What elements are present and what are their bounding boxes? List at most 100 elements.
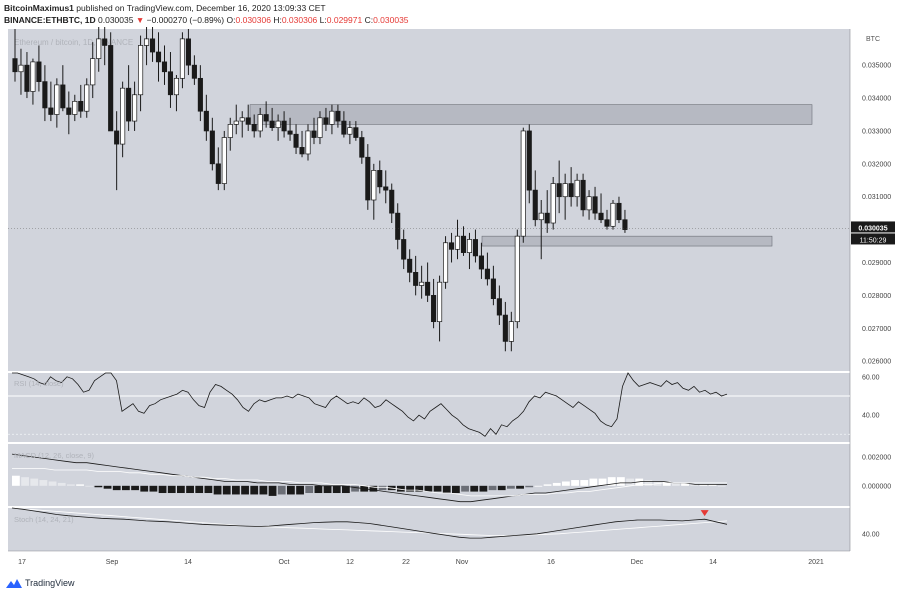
published-text: published on TradingView.com, December 1… bbox=[76, 3, 326, 13]
macd-histogram-bar bbox=[94, 485, 103, 488]
rsi-tick-label: 60.00 bbox=[862, 374, 880, 381]
main-pane bbox=[8, 29, 850, 371]
macd-histogram-bar bbox=[241, 485, 249, 495]
macd-histogram-bar bbox=[287, 485, 295, 495]
macd-histogram-bar bbox=[479, 485, 488, 492]
macd-line bbox=[11, 453, 727, 503]
candle-down bbox=[389, 189, 395, 214]
rsi-label: RSI (14, close) bbox=[14, 379, 64, 388]
candle-down bbox=[149, 38, 156, 53]
stoch-pane bbox=[8, 508, 850, 551]
candle-up bbox=[371, 170, 377, 201]
macd-histogram-bar bbox=[662, 481, 671, 486]
macd-histogram-bar bbox=[580, 480, 589, 486]
macd-histogram-bar bbox=[103, 485, 112, 489]
candle-down bbox=[377, 170, 383, 188]
candle-up bbox=[144, 38, 150, 46]
candle-up bbox=[466, 239, 473, 253]
macd-label: MACD (12, 26, close, 9) bbox=[14, 451, 95, 460]
macd-histogram-bar bbox=[277, 485, 286, 495]
footer: TradingView bbox=[6, 576, 75, 590]
candle-up bbox=[550, 183, 556, 224]
chart-area[interactable]: Ethereum / bitcoin, 1D, BINANCE BTC 0.0350… bbox=[0, 27, 901, 568]
candle-down bbox=[215, 163, 221, 184]
time-tick-label: Nov bbox=[456, 559, 469, 566]
candle-down bbox=[496, 298, 502, 316]
high-value: 0.030306 bbox=[281, 15, 318, 25]
tradingview-logo-icon[interactable] bbox=[6, 578, 22, 588]
author-name[interactable]: BitcoinMaximus1 bbox=[4, 3, 74, 13]
candle-down bbox=[245, 117, 251, 125]
candle-up bbox=[454, 235, 461, 250]
candle-down bbox=[580, 179, 586, 211]
candle-down bbox=[568, 183, 574, 198]
macd-histogram-bar bbox=[644, 480, 653, 486]
macd-histogram-bar bbox=[552, 482, 561, 486]
macd-histogram-bar bbox=[222, 485, 231, 495]
candle-up bbox=[347, 127, 353, 135]
candle-up bbox=[574, 179, 580, 198]
candle-down bbox=[269, 120, 275, 129]
time-tick-label: 22 bbox=[402, 559, 410, 566]
close-value: 0.030035 bbox=[373, 15, 409, 25]
candle-down bbox=[401, 239, 407, 260]
stoch-tick-label: 40.00 bbox=[862, 531, 880, 538]
candle-down bbox=[544, 212, 550, 224]
candle-down bbox=[622, 219, 628, 230]
candle-down bbox=[353, 127, 359, 138]
candle-down bbox=[365, 156, 371, 201]
price-tick-label: 0.032000 bbox=[862, 161, 891, 168]
time-tick-label: 16 bbox=[547, 559, 555, 566]
macd-histogram-bar bbox=[213, 485, 222, 495]
candle-down bbox=[203, 110, 209, 132]
bearish-cross-marker-icon bbox=[700, 510, 709, 517]
candle-up bbox=[179, 38, 185, 79]
candle-down bbox=[287, 130, 293, 135]
time-tick-label: 12 bbox=[346, 559, 354, 566]
macd-histogram-bar bbox=[626, 478, 634, 486]
macd-histogram-bar bbox=[433, 485, 442, 492]
candle-up bbox=[90, 58, 96, 86]
candle-down bbox=[395, 212, 401, 240]
macd-histogram-bar bbox=[452, 485, 460, 494]
macd-tick-label: 0.002000 bbox=[862, 454, 891, 461]
candle-down bbox=[448, 242, 455, 250]
macd-histogram-bar bbox=[30, 478, 39, 486]
candle-down bbox=[48, 107, 54, 115]
macd-histogram-bar bbox=[167, 485, 176, 494]
candle-down bbox=[478, 255, 484, 270]
macd-histogram-bar bbox=[507, 485, 515, 489]
macd-histogram-bar bbox=[589, 478, 598, 486]
macd-histogram-bar bbox=[323, 485, 332, 494]
macd-histogram-bar bbox=[369, 485, 378, 492]
candle-down bbox=[155, 51, 162, 63]
macd-histogram-bar bbox=[149, 485, 158, 492]
candle-up bbox=[275, 120, 281, 129]
macd-histogram-bar bbox=[314, 485, 323, 494]
macd-histogram-bar bbox=[617, 477, 625, 486]
price-tick-label: 0.033000 bbox=[862, 128, 891, 135]
candle-down bbox=[161, 61, 168, 73]
candle-down bbox=[359, 137, 365, 158]
candle-down bbox=[484, 268, 490, 280]
candle-down bbox=[460, 235, 467, 253]
macd-histogram-bar bbox=[708, 484, 717, 486]
candle-down bbox=[592, 196, 598, 214]
macd-histogram-bar bbox=[543, 484, 552, 486]
macd-histogram-bar bbox=[516, 485, 524, 489]
macd-histogram-bar bbox=[497, 485, 506, 491]
macd-histogram-bar bbox=[250, 485, 259, 495]
stoch-label: Stoch (14, 24, 21) bbox=[14, 515, 74, 524]
low-label: L: bbox=[319, 15, 327, 25]
rsi-pane bbox=[8, 373, 850, 442]
candle-down bbox=[383, 186, 389, 191]
macd-histogram-bar bbox=[305, 485, 314, 494]
macd-histogram-bar bbox=[681, 482, 689, 486]
candle-down bbox=[42, 81, 48, 109]
macd-histogram-bar bbox=[296, 485, 304, 495]
candle-down bbox=[472, 239, 479, 257]
candle-down bbox=[341, 120, 347, 135]
macd-histogram-bar bbox=[268, 485, 277, 496]
tradingview-brand[interactable]: TradingView bbox=[25, 578, 75, 588]
macd-histogram-bar bbox=[351, 485, 359, 492]
